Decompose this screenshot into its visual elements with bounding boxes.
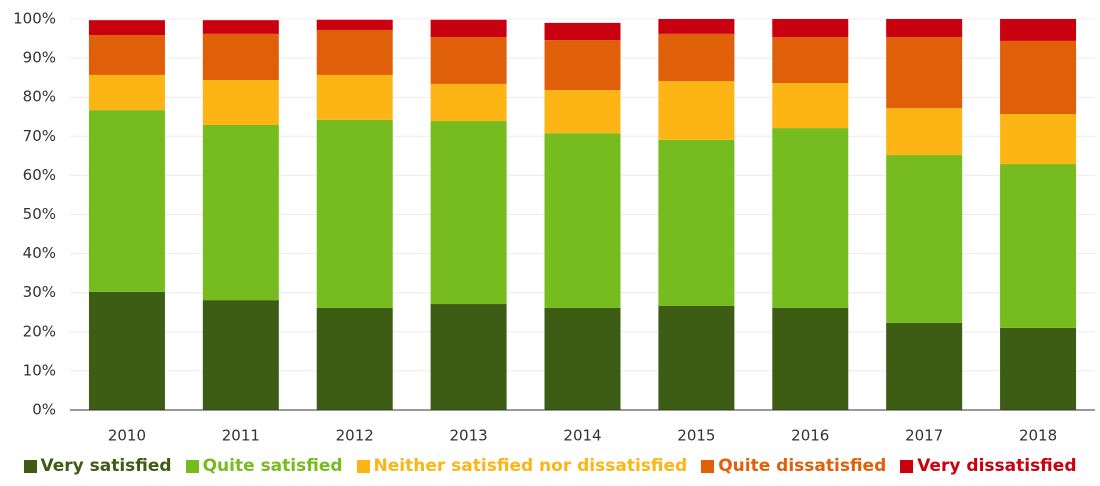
y-tick-label: 30% bbox=[23, 283, 56, 301]
bar-segment bbox=[886, 322, 963, 410]
legend-label: Quite satisfied bbox=[202, 456, 343, 476]
chart: 0% 10% 20% 30% 40% 50% 60% 70% 80% 90% 100% 2010 201… bbox=[13, 10, 1095, 445]
x-tick-label: 2017 bbox=[905, 427, 943, 445]
bar-segment bbox=[88, 74, 165, 111]
x-tick-label: 2011 bbox=[222, 427, 260, 445]
legend-label: Quite dissatisfied bbox=[718, 456, 887, 476]
bar-segment bbox=[202, 20, 279, 34]
y-tick-label: 60% bbox=[23, 166, 56, 184]
bar-segment bbox=[544, 307, 621, 410]
bar-segment bbox=[544, 133, 621, 308]
bar-segment bbox=[886, 36, 963, 109]
bar-segment bbox=[772, 36, 849, 84]
bar-segment bbox=[430, 19, 507, 37]
legend-item: Very satisfied bbox=[23, 456, 172, 476]
bar-segment bbox=[1000, 114, 1077, 165]
legend: Very satisfied Quite satisfied Neither sat… bbox=[0, 456, 1100, 476]
bar-segment bbox=[316, 19, 393, 30]
legend-label: Neither satisfied nor dissatisfied bbox=[373, 456, 688, 476]
legend-swatch bbox=[900, 459, 914, 473]
y-tick-label: 80% bbox=[23, 88, 56, 106]
x-tick-label: 2012 bbox=[336, 427, 374, 445]
bar-segment bbox=[658, 139, 735, 306]
y-tick-label: 70% bbox=[23, 127, 56, 145]
x-tick-label: 2014 bbox=[563, 427, 601, 445]
bar-segment bbox=[88, 35, 165, 75]
bar-segment bbox=[430, 83, 507, 122]
bar-segment bbox=[658, 19, 735, 34]
bar-segment bbox=[544, 40, 621, 91]
bar-segment bbox=[886, 155, 963, 323]
bar-segment bbox=[430, 121, 507, 305]
bar-segment bbox=[1000, 327, 1077, 410]
y-tick-label: 90% bbox=[23, 49, 56, 67]
legend-swatch bbox=[356, 459, 370, 473]
bar-segment bbox=[658, 33, 735, 82]
y-tick-label: 10% bbox=[23, 361, 56, 379]
bar-segment bbox=[772, 307, 849, 410]
bar-segment bbox=[544, 22, 621, 41]
legend-item: Neither satisfied nor dissatisfied bbox=[356, 456, 688, 476]
legend-item: Quite satisfied bbox=[185, 456, 343, 476]
bar-segment bbox=[316, 29, 393, 75]
y-tick-label: 20% bbox=[23, 322, 56, 340]
bar-segment bbox=[1000, 40, 1077, 115]
legend-swatch bbox=[23, 459, 37, 473]
x-tick-label: 2013 bbox=[450, 427, 488, 445]
y-tick-label: 0% bbox=[32, 401, 56, 419]
x-tick-label: 2010 bbox=[108, 427, 146, 445]
x-tick-label: 2015 bbox=[677, 427, 715, 445]
bar-segment bbox=[88, 110, 165, 292]
bar-segment bbox=[202, 79, 279, 125]
bar-segment bbox=[316, 307, 393, 410]
x-tick-label: 2018 bbox=[1019, 427, 1057, 445]
bar-segment bbox=[1000, 19, 1077, 41]
bar-segment bbox=[886, 19, 963, 37]
y-tick-label: 40% bbox=[23, 244, 56, 262]
x-tick-label: 2016 bbox=[791, 427, 829, 445]
bar-segment bbox=[772, 128, 849, 308]
bar-segment bbox=[544, 90, 621, 134]
y-tick-label: 50% bbox=[23, 205, 56, 223]
legend-swatch bbox=[185, 459, 199, 473]
bar-segment bbox=[202, 33, 279, 80]
legend-item: Quite dissatisfied bbox=[701, 456, 886, 476]
bar-segment bbox=[772, 19, 849, 37]
bar-segment bbox=[316, 119, 393, 308]
bar-segment bbox=[430, 36, 507, 84]
bar-segment bbox=[1000, 164, 1077, 328]
bar-segment bbox=[88, 291, 165, 410]
legend-label: Very dissatisfied bbox=[917, 456, 1077, 476]
bar-segment bbox=[772, 83, 849, 129]
bar-segment bbox=[202, 124, 279, 301]
bar-segment bbox=[316, 74, 393, 120]
bar-segment bbox=[430, 304, 507, 410]
bar-segment bbox=[886, 108, 963, 156]
bar-segment bbox=[202, 300, 279, 410]
bar-segment bbox=[658, 305, 735, 410]
legend-swatch bbox=[701, 459, 715, 473]
y-tick-label: 100% bbox=[13, 10, 56, 28]
bar-segment bbox=[658, 81, 735, 140]
bar-segment bbox=[88, 20, 165, 36]
legend-item: Very dissatisfied bbox=[900, 456, 1076, 476]
legend-label: Very satisfied bbox=[40, 456, 172, 476]
